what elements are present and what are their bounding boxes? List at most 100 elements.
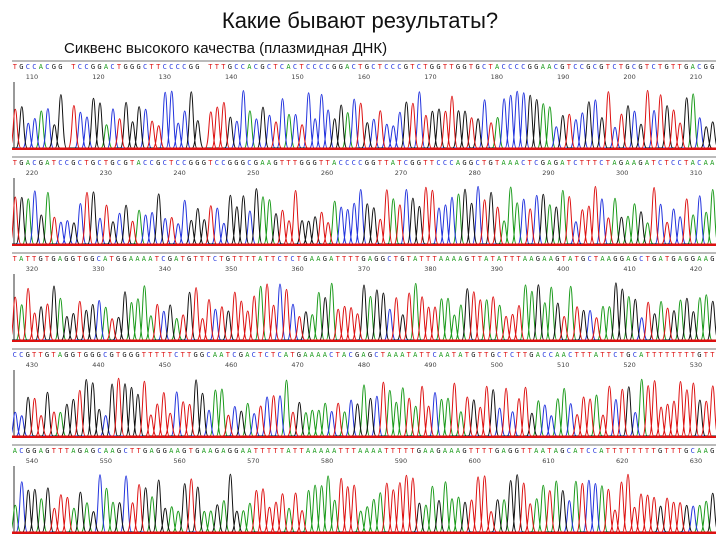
base-call: C (293, 63, 297, 71)
base-call: A (361, 351, 366, 359)
base-call: A (310, 255, 315, 263)
base-call: C (652, 63, 656, 71)
base-call: T (245, 255, 250, 263)
base-call: G (462, 159, 466, 167)
base-call: A (495, 63, 500, 71)
base-call: T (684, 351, 689, 359)
base-call: T (286, 159, 291, 167)
base-call: T (189, 447, 194, 455)
base-call: A (365, 447, 370, 455)
base-call: T (504, 351, 509, 359)
base-call: A (508, 159, 513, 167)
base-call: T (300, 447, 305, 455)
base-call: T (181, 351, 186, 359)
base-call: A (502, 159, 507, 167)
base-call: G (117, 447, 121, 455)
base-call: C (13, 351, 17, 359)
base-call: T (600, 351, 605, 359)
position-label: 350 (225, 265, 237, 273)
base-call: C (163, 159, 167, 167)
base-call: A (430, 447, 435, 455)
base-call: A (697, 447, 702, 455)
base-call: A (541, 447, 546, 455)
base-call: T (632, 447, 637, 455)
base-call: A (456, 447, 461, 455)
base-call: T (678, 447, 683, 455)
base-call: T (607, 351, 612, 359)
base-call: T (155, 351, 160, 359)
base-call: A (58, 255, 63, 263)
trace-A (12, 282, 716, 341)
base-call: T (52, 159, 57, 167)
base-call: G (91, 63, 95, 71)
base-call: G (194, 351, 198, 359)
base-call: A (704, 255, 709, 263)
base-call: T (254, 447, 259, 455)
base-call: A (704, 159, 709, 167)
base-call: A (458, 255, 463, 263)
base-call: A (710, 159, 715, 167)
base-call: A (449, 447, 454, 455)
base-call: G (381, 255, 385, 263)
base-call: T (619, 63, 624, 71)
base-call: A (286, 63, 291, 71)
base-call: A (594, 351, 599, 359)
base-call: G (665, 63, 669, 71)
base-call: G (234, 447, 238, 455)
trace-C (12, 391, 716, 437)
base-call: T (13, 63, 18, 71)
base-call: T (271, 255, 276, 263)
base-call: A (342, 351, 347, 359)
base-call: T (65, 447, 70, 455)
base-call: A (542, 255, 547, 263)
base-call: A (345, 63, 350, 71)
base-call: T (495, 159, 500, 167)
base-call: A (515, 159, 520, 167)
base-call: C (573, 159, 577, 167)
base-call: A (110, 447, 115, 455)
base-call: A (19, 255, 24, 263)
base-call: C (143, 159, 147, 167)
base-call: C (124, 447, 128, 455)
base-call: C (404, 159, 408, 167)
base-call: T (704, 351, 709, 359)
base-call: A (267, 159, 272, 167)
base-call: A (358, 447, 363, 455)
base-call: A (704, 447, 709, 455)
base-call: T (528, 447, 533, 455)
base-call: T (208, 63, 213, 71)
base-call: G (361, 255, 365, 263)
base-call: C (117, 159, 121, 167)
base-call: A (691, 159, 696, 167)
base-call: C (387, 255, 391, 263)
base-call: C (580, 63, 584, 71)
base-call: T (646, 351, 651, 359)
base-call: T (52, 447, 57, 455)
position-label: 610 (542, 457, 554, 465)
base-call: C (150, 159, 154, 167)
base-call: G (691, 255, 695, 263)
base-call: T (293, 159, 298, 167)
base-call: A (316, 351, 321, 359)
position-label: 590 (395, 457, 407, 465)
base-call: A (150, 447, 155, 455)
base-call: T (465, 351, 470, 359)
base-call: T (221, 63, 226, 71)
base-call: T (510, 255, 515, 263)
base-call: C (443, 159, 447, 167)
position-label: 480 (358, 361, 370, 369)
base-call: G (260, 63, 264, 71)
base-call: A (691, 63, 696, 71)
base-call: G (19, 63, 23, 71)
base-call: C (280, 63, 284, 71)
base-call: T (355, 255, 360, 263)
base-call: G (456, 63, 460, 71)
base-call: T (358, 63, 363, 71)
base-call: C (221, 159, 225, 167)
base-call: A (554, 447, 559, 455)
position-label: 620 (616, 457, 628, 465)
base-call: G (306, 159, 310, 167)
base-call: G (168, 255, 172, 263)
